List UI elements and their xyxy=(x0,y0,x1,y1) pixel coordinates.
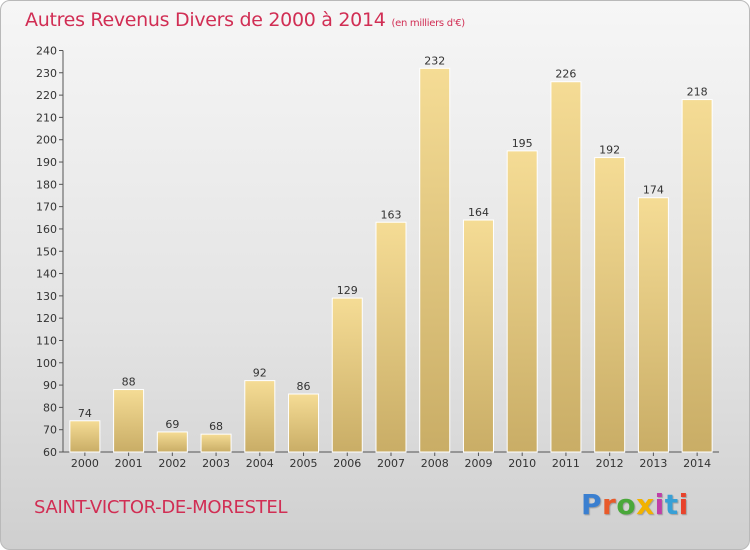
bar xyxy=(244,380,276,453)
y-tick-label: 170 xyxy=(36,201,57,214)
bar xyxy=(375,221,407,453)
x-tick-label: 2011 xyxy=(552,457,580,470)
y-tick-label: 230 xyxy=(36,67,57,80)
x-tick-label: 2000 xyxy=(71,457,99,470)
bar-value-label: 163 xyxy=(381,208,402,221)
bar-value-label: 192 xyxy=(599,144,620,157)
y-tick-label: 70 xyxy=(43,424,57,437)
y-tick-label: 100 xyxy=(36,357,57,370)
commune-name: SAINT-VICTOR-DE-MORESTEL xyxy=(34,497,288,518)
x-tick-label: 2004 xyxy=(246,457,274,470)
bar-value-label: 129 xyxy=(337,284,358,297)
chart-unit: (en milliers d'€) xyxy=(391,18,466,29)
x-tick-label: 2003 xyxy=(202,457,230,470)
bar-value-label: 68 xyxy=(209,420,223,433)
x-tick-label: 2001 xyxy=(115,457,143,470)
bar-value-label: 174 xyxy=(643,184,664,197)
y-tick-label: 190 xyxy=(36,156,57,169)
bar-value-label: 88 xyxy=(122,376,136,389)
bar xyxy=(113,389,145,453)
bar-value-label: 195 xyxy=(512,137,533,150)
bar-value-label: 226 xyxy=(555,68,576,81)
bar xyxy=(156,431,188,453)
x-tick-label: 2014 xyxy=(683,457,711,470)
bar xyxy=(200,433,232,453)
proxiti-logo: Proxiti xyxy=(581,488,689,521)
bar-value-label: 86 xyxy=(297,380,311,393)
y-tick-label: 140 xyxy=(36,268,57,281)
y-tick-label: 160 xyxy=(36,223,57,236)
x-tick-label: 2009 xyxy=(464,457,492,470)
x-tick-label: 2013 xyxy=(639,457,667,470)
bars xyxy=(69,67,713,453)
bar-value-label: 92 xyxy=(253,367,267,380)
y-tick-label: 120 xyxy=(36,312,57,325)
y-tick-label: 220 xyxy=(36,89,57,102)
y-tick-label: 110 xyxy=(36,334,57,347)
y-tick-label: 200 xyxy=(36,134,57,147)
x-tick-label: 2010 xyxy=(508,457,536,470)
y-tick-label: 60 xyxy=(43,446,57,459)
y-tick-label: 240 xyxy=(36,45,57,58)
y-tick-label: 90 xyxy=(43,379,57,392)
bar xyxy=(288,393,320,453)
bar xyxy=(550,81,582,453)
y-tick-label: 80 xyxy=(43,401,57,414)
y-tick-label: 180 xyxy=(36,178,57,191)
bar-value-label: 69 xyxy=(165,418,179,431)
bar xyxy=(69,420,101,453)
x-tick-label: 2007 xyxy=(377,457,405,470)
bar-value-label: 232 xyxy=(424,54,445,67)
bar-value-label: 164 xyxy=(468,206,489,219)
y-axis: 60 70 80 90 100 110 120 130 140 150 160 170 180 190 20… xyxy=(36,45,64,459)
bar xyxy=(637,197,669,453)
bar xyxy=(331,297,363,453)
x-tick-label: 2012 xyxy=(596,457,624,470)
chart-title: Autres Revenus Divers de 2000 à 2014 (en … xyxy=(25,9,465,31)
bar xyxy=(594,157,626,453)
x-tick-label: 2005 xyxy=(290,457,318,470)
x-axis: 2000 2001 2002 2003 2004 2005 2006 2007 2008 2009… xyxy=(63,451,719,470)
bar xyxy=(419,67,451,453)
x-tick-label: 2006 xyxy=(333,457,361,470)
bar-value-label: 218 xyxy=(687,86,708,99)
x-tick-label: 2002 xyxy=(158,457,186,470)
x-tick-label: 2008 xyxy=(421,457,449,470)
y-tick-label: 150 xyxy=(36,245,57,258)
bar xyxy=(681,99,713,453)
bar xyxy=(506,150,538,453)
bar-value-label: 74 xyxy=(78,407,92,420)
data-labels: 74 88 69 68 92 86 129 163 232 164 195 226 192 174 218 xyxy=(78,54,708,433)
y-tick-label: 210 xyxy=(36,111,57,124)
chart-title-text: Autres Revenus Divers de 2000 à 2014 xyxy=(25,9,386,31)
bar xyxy=(462,219,494,453)
y-tick-label: 130 xyxy=(36,290,57,303)
